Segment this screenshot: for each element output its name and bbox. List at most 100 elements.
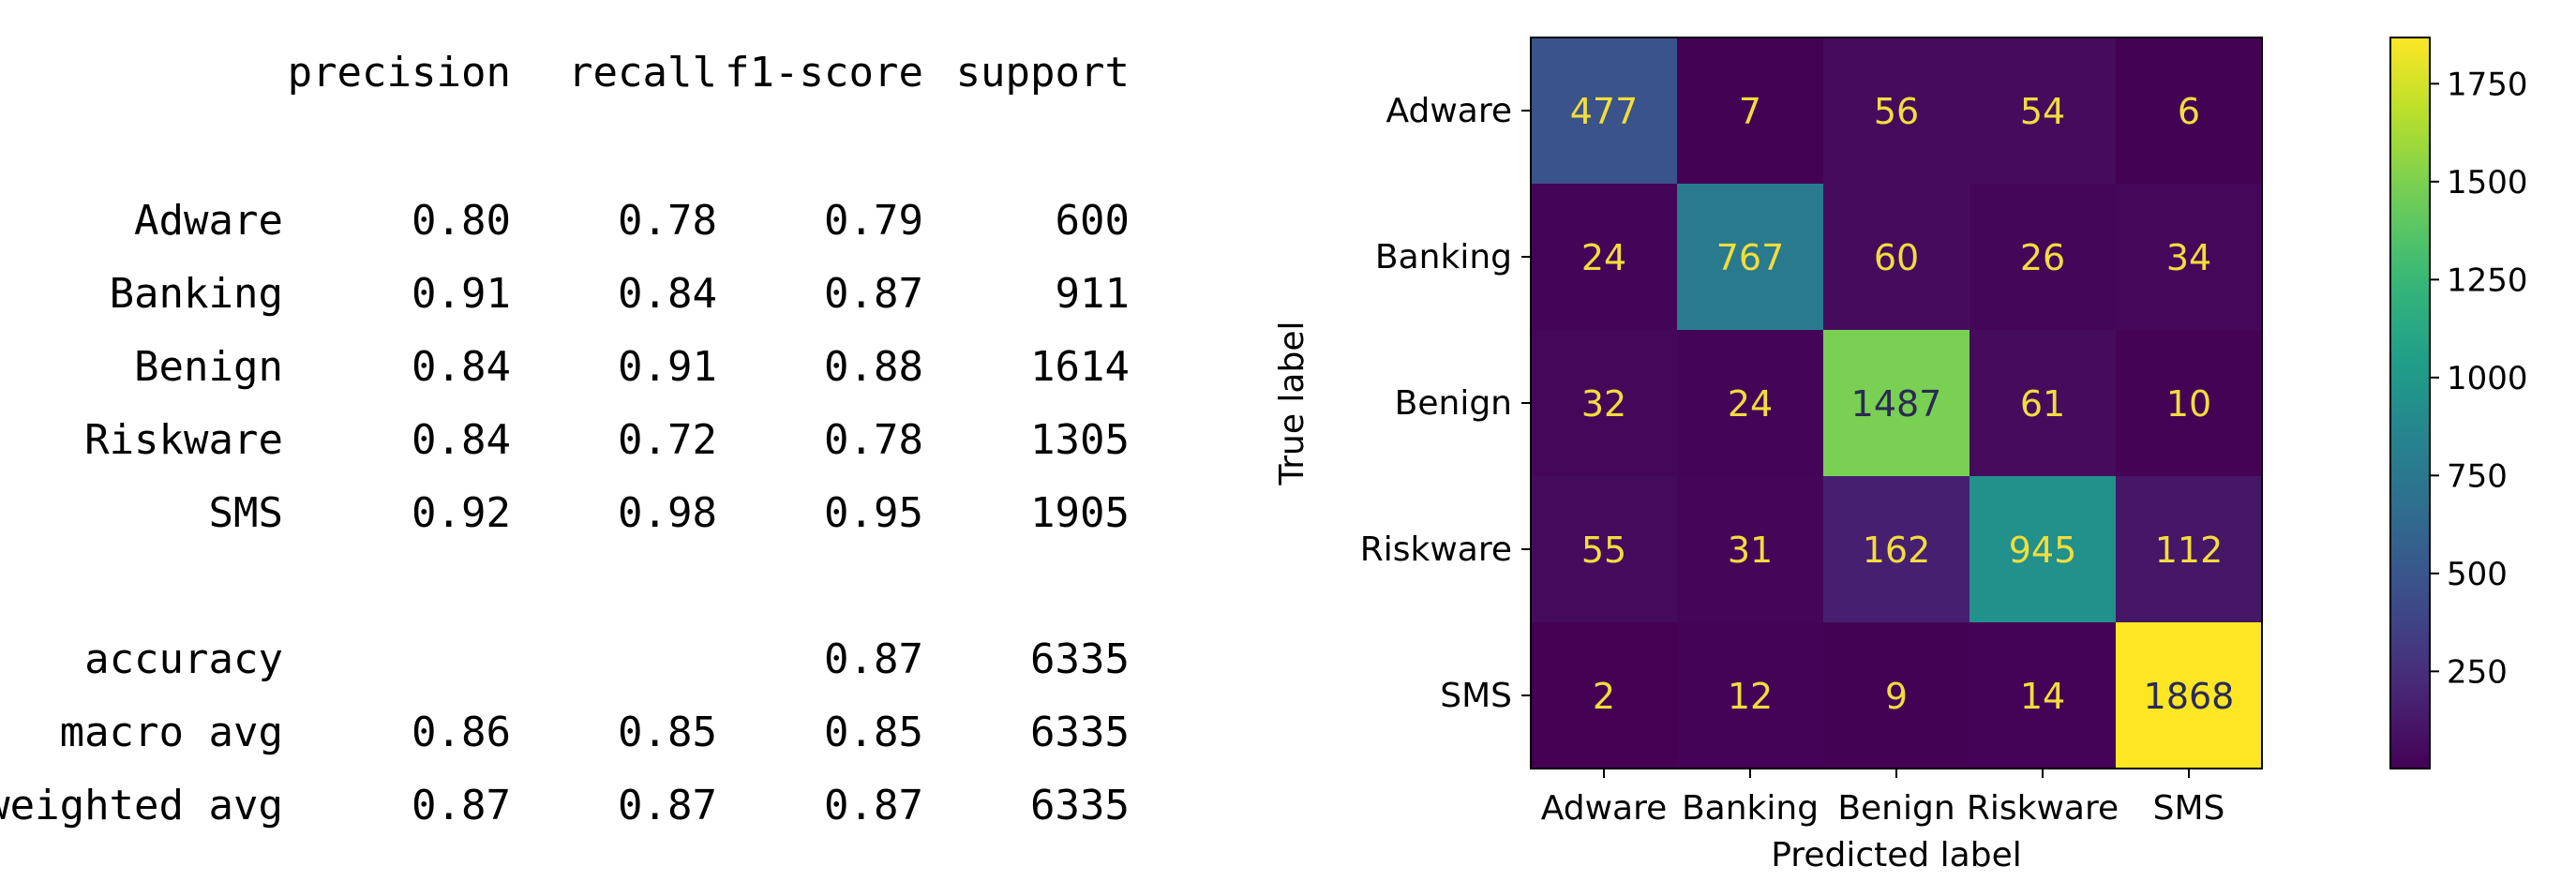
x-tick-label: Riskware	[1967, 789, 2119, 828]
row-support: 1305	[1030, 416, 1130, 464]
row-support: 1614	[1030, 343, 1130, 391]
heatmap-cell	[1531, 184, 1677, 330]
cell-value-label: 10	[2166, 383, 2211, 425]
row-support: 1905	[1030, 489, 1130, 537]
cell-value-label: 162	[1863, 530, 1931, 571]
report-row: Benign 0.84 0.91 0.88 1614	[134, 343, 1130, 391]
row-recall: 0.84	[618, 270, 717, 318]
cell-value-label: 12	[1728, 676, 1773, 717]
y-axis-label: True label	[1273, 321, 1311, 486]
x-tick-label: Adware	[1541, 789, 1668, 828]
cell-value-label: 6	[2178, 91, 2200, 132]
summary-recall: 0.87	[618, 782, 717, 829]
row-label: Riskware	[84, 416, 283, 464]
row-recall: 0.72	[618, 416, 717, 464]
row-f1-score: 0.79	[824, 197, 923, 245]
header-precision: precision	[288, 49, 511, 97]
report-summary-row: weighted avg 0.87 0.87 0.87 6335	[0, 782, 1130, 829]
classification-report: precision recall f1-score support Adware…	[0, 49, 1130, 829]
colorbar-tick-label: 1250	[2447, 261, 2528, 299]
summary-support: 6335	[1030, 782, 1130, 829]
cell-value-label: 31	[1728, 530, 1773, 571]
row-recall: 0.98	[618, 489, 717, 537]
heatmap-cells: 477 7 56 54 6 24 767 60 26 34 32 24 1487 61 10 55 31 162 9…	[1531, 37, 2262, 769]
header-f1-score: f1-score	[725, 49, 923, 97]
heatmap-cell	[1531, 37, 1677, 184]
cell-value-label: 26	[2020, 237, 2065, 278]
report-row: SMS 0.92 0.98 0.95 1905	[209, 489, 1130, 537]
row-precision: 0.84	[412, 416, 511, 464]
summary-f1-score: 0.87	[824, 782, 923, 829]
heatmap-cell	[1823, 330, 1969, 476]
row-f1-score: 0.87	[824, 270, 923, 318]
summary-f1-score: 0.85	[824, 709, 923, 756]
row-label: Benign	[134, 343, 283, 391]
report-row: Banking 0.91 0.84 0.87 911	[110, 270, 1130, 318]
cell-value-label: 34	[2166, 237, 2211, 278]
row-support: 911	[1056, 270, 1130, 318]
summary-recall: 0.85	[618, 709, 717, 756]
cell-value-label: 112	[2155, 530, 2224, 571]
row-precision: 0.84	[412, 343, 511, 391]
cell-value-label: 2	[1593, 676, 1615, 717]
x-axis-label: Predicted label	[1771, 836, 2022, 874]
heatmap-cell	[1677, 37, 1823, 184]
header-support: support	[956, 49, 1130, 97]
colorbar-tick-label: 250	[2447, 653, 2508, 691]
report-row: Riskware 0.84 0.72 0.78 1305	[84, 416, 1130, 464]
cell-value-label: 56	[1874, 91, 1919, 132]
cell-value-label: 54	[2020, 91, 2065, 132]
cell-value-label: 55	[1581, 530, 1626, 571]
cell-value-label: 60	[1874, 237, 1919, 278]
heatmap-cell	[1531, 476, 1677, 622]
confusion-matrix-chart: 477 7 56 54 6 24 767 60 26 34 32 24 1487 61 10 55 31 162 9…	[1273, 37, 2528, 874]
heatmap-cell	[2116, 622, 2262, 769]
row-f1-score: 0.88	[824, 343, 923, 391]
row-label: Adware	[134, 197, 283, 245]
summary-label: weighted avg	[0, 782, 283, 829]
row-precision: 0.91	[412, 270, 511, 318]
cell-value-label: 767	[1716, 237, 1785, 278]
row-label: Banking	[110, 270, 283, 318]
summary-precision: 0.87	[412, 782, 511, 829]
y-tick-label: Benign	[1395, 384, 1512, 423]
y-tick-label: Adware	[1385, 92, 1512, 130]
heatmap-cell	[1677, 330, 1823, 476]
heatmap-cell	[1677, 184, 1823, 330]
heatmap-cell	[2116, 330, 2262, 476]
heatmap-cell	[2116, 37, 2262, 184]
summary-label: macro avg	[60, 709, 283, 756]
heatmap-cell	[1677, 476, 1823, 622]
x-tick-label: Banking	[1682, 789, 1819, 828]
x-tick-label: Benign	[1837, 789, 1954, 828]
colorbar-tick-label: 1750	[2447, 66, 2528, 103]
cell-value-label: 32	[1581, 383, 1626, 425]
report-summary-row: accuracy 0.87 6335	[84, 635, 1130, 683]
report-summary-row: macro avg 0.86 0.85 0.85 6335	[60, 709, 1130, 756]
colorbar-tick-label: 1500	[2447, 164, 2528, 202]
cell-value-label: 1868	[2144, 676, 2235, 717]
heatmap-cell	[1969, 184, 2116, 330]
summary-support: 6335	[1030, 709, 1130, 756]
heatmap-cell	[1823, 622, 1969, 769]
cell-value-label: 9	[1885, 676, 1908, 717]
summary-label: accuracy	[84, 635, 283, 683]
x-tick-label: SMS	[2153, 789, 2225, 828]
heatmap-cell	[1969, 37, 2116, 184]
row-support: 600	[1056, 197, 1130, 245]
cell-value-label: 7	[1739, 91, 1761, 132]
row-precision: 0.80	[412, 197, 511, 245]
summary-support: 6335	[1030, 635, 1130, 683]
cell-value-label: 24	[1581, 237, 1626, 278]
heatmap-cell	[1823, 37, 1969, 184]
colorbar-tick-label: 1000	[2447, 360, 2528, 397]
heatmap-cell	[1969, 476, 2116, 622]
row-f1-score: 0.78	[824, 416, 923, 464]
report-row: Adware 0.80 0.78 0.79 600	[134, 197, 1130, 245]
heatmap-cell	[2116, 476, 2262, 622]
colorbar	[2389, 37, 2431, 769]
heatmap-cell	[1969, 622, 2116, 769]
heatmap-cell	[1823, 184, 1969, 330]
summary-precision: 0.86	[412, 709, 511, 756]
row-label: SMS	[209, 489, 283, 537]
